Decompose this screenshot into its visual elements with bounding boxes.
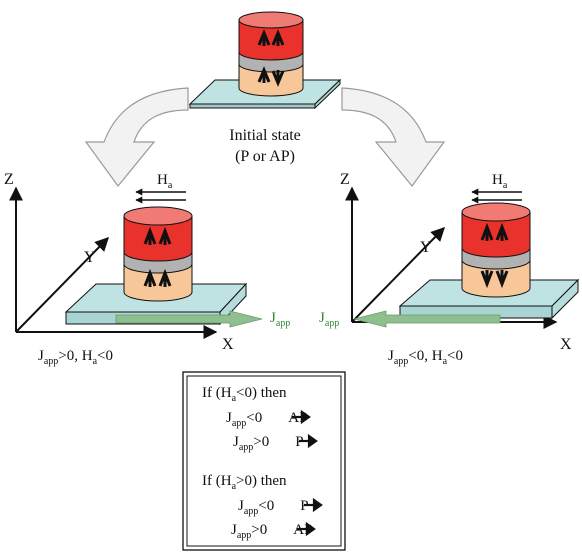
left-free-layer	[123, 206, 193, 262]
left-condition: Japp>0, Ha<0	[38, 348, 113, 367]
left-fixed-layer	[123, 263, 193, 302]
right-fixed-layer	[461, 259, 531, 298]
free-moment-arrows	[257, 29, 285, 46]
initial-state-device	[188, 11, 342, 110]
right-fixed-moment-arrows	[480, 270, 509, 289]
rule-block2-if: If (Ha>0) then	[202, 473, 287, 492]
curved-arrow-left	[84, 87, 189, 187]
right-current-label: Japp	[319, 310, 339, 329]
right-free-moment-arrows	[480, 222, 509, 241]
initial-state-sublabel: (P or AP)	[235, 148, 295, 165]
right-free-layer	[461, 202, 531, 258]
rules-box: If (Ha<0) then Japp<0AP Japp>0P If (Ha>0…	[182, 371, 346, 551]
right-x-label: X	[560, 336, 572, 353]
left-panel: Z Y X Ha Japp	[4, 171, 290, 367]
right-field-label: Ha	[492, 172, 508, 191]
left-field-label: Ha	[157, 172, 173, 191]
left-fixed-moment-arrows	[143, 268, 172, 287]
fixed-layer	[238, 63, 304, 97]
rule-arrow-icon	[292, 409, 318, 449]
left-current-arrow	[115, 310, 263, 328]
initial-state-label: Initial state	[229, 127, 301, 144]
right-condition: Japp<0, Ha<0	[388, 348, 463, 367]
left-z-label: Z	[4, 171, 14, 188]
left-current-label: Japp	[270, 310, 290, 329]
right-y-label: Y	[420, 239, 432, 256]
left-y-axis	[15, 236, 109, 333]
fixed-moment-arrows	[257, 66, 285, 87]
free-layer	[238, 11, 304, 61]
left-x-label: X	[222, 336, 234, 353]
curved-arrow-right	[341, 87, 446, 187]
right-panel: Z Y X Ha Japp Japp<0, Ha<0	[319, 171, 580, 367]
right-z-label: Z	[340, 171, 350, 188]
right-current-arrow	[353, 310, 501, 328]
right-y-axis	[351, 226, 445, 323]
rule-block1-if: If (Ha<0) then	[202, 385, 287, 404]
left-free-moment-arrows	[143, 226, 172, 245]
left-y-label: Y	[84, 249, 96, 266]
rule-arrow-icon	[297, 497, 323, 537]
